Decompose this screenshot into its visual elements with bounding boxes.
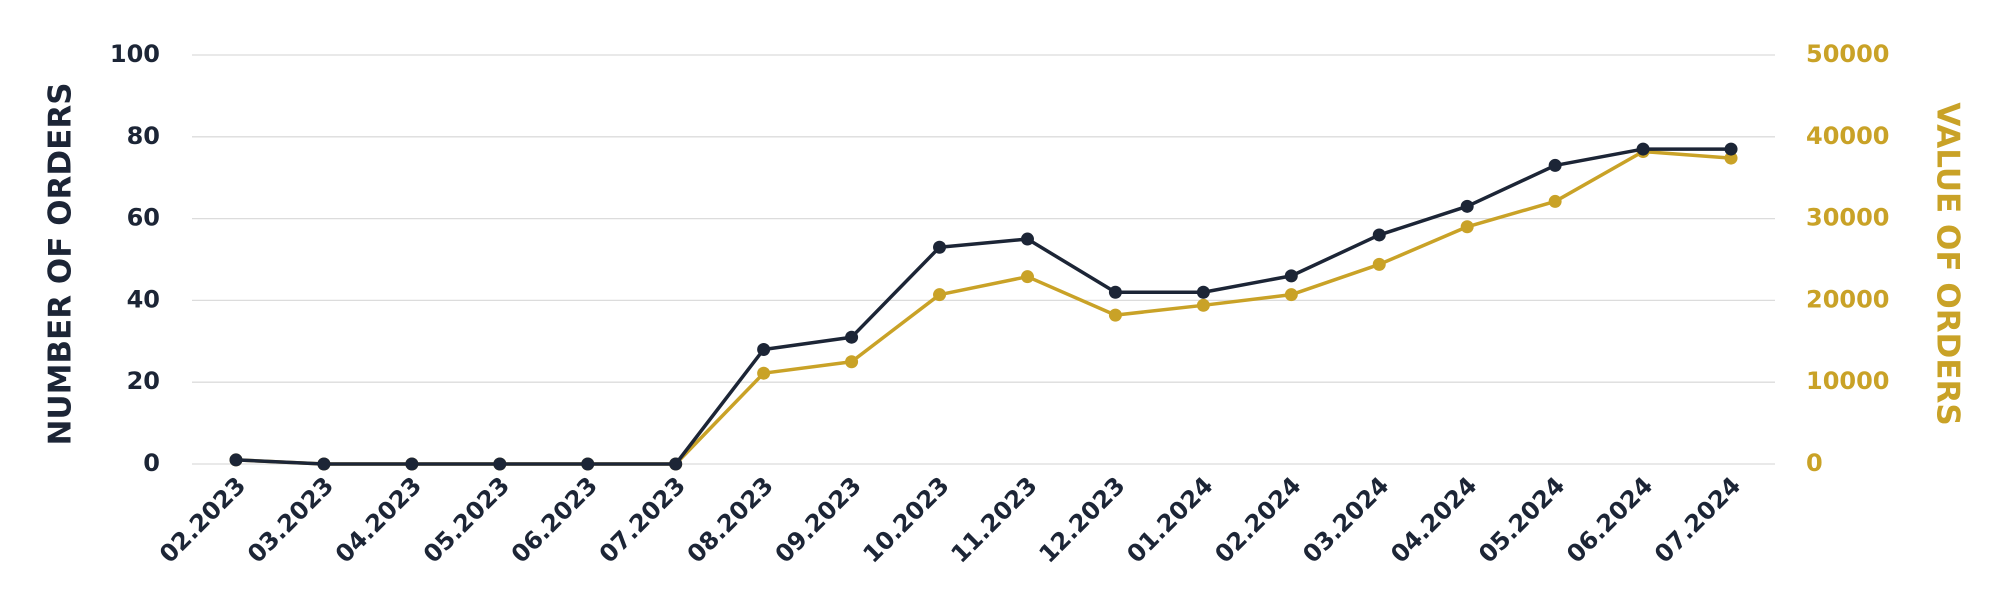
point: [1724, 142, 1738, 156]
x-tick-label: 03.2023: [242, 471, 339, 568]
x-tick-label: 05.2024: [1473, 471, 1570, 568]
y2-tick-label: 40000: [1806, 122, 1890, 150]
y2-tick-label: 0: [1806, 449, 1823, 477]
point: [1548, 194, 1562, 208]
point: [493, 457, 507, 471]
x-tick-label: 09.2023: [770, 471, 867, 568]
y-axis-title: NUMBER OF ORDERS: [43, 82, 79, 445]
point: [1020, 232, 1034, 246]
x-tick-label: 12.2023: [1034, 471, 1131, 568]
x-tick-label: 01.2024: [1121, 471, 1218, 568]
point: [669, 457, 683, 471]
x-tick-label: 06.2024: [1561, 471, 1658, 568]
x-tick-label: 02.2023: [154, 471, 251, 568]
x-tick-label: 07.2024: [1649, 471, 1746, 568]
y-tick-label: 20: [127, 367, 160, 395]
point: [1108, 285, 1122, 299]
point: [581, 457, 595, 471]
point: [1724, 151, 1738, 165]
point: [1460, 220, 1474, 234]
point: [1460, 199, 1474, 213]
y-tick-label: 60: [127, 204, 160, 232]
point: [1196, 298, 1210, 312]
point: [845, 330, 859, 344]
point: [1284, 269, 1298, 283]
y2-tick-label: 50000: [1806, 40, 1890, 68]
series-line: [235, 147, 1732, 466]
point: [1196, 285, 1210, 299]
x-tick-label: 02.2024: [1209, 471, 1306, 568]
point: [1284, 288, 1298, 302]
y-tick-label: 40: [127, 285, 160, 313]
y2-axis-title: VALUE OF ORDERS: [1930, 102, 1966, 425]
y-tick-label: 0: [143, 449, 160, 477]
x-tick-label: 04.2023: [330, 471, 427, 568]
y2-tick-label: 20000: [1806, 285, 1890, 313]
point: [405, 457, 419, 471]
point: [1372, 257, 1386, 271]
point: [1636, 142, 1650, 156]
x-tick-label: 06.2023: [506, 471, 603, 568]
point: [317, 457, 331, 471]
series-line: [235, 149, 1732, 466]
point: [933, 288, 947, 302]
x-tick-label: 10.2023: [858, 471, 955, 568]
point: [1548, 158, 1562, 172]
x-tick-label: 05.2023: [418, 471, 515, 568]
x-tick-label: 08.2023: [682, 471, 779, 568]
y2-tick-label: 30000: [1806, 204, 1890, 232]
point: [757, 342, 771, 356]
point: [229, 453, 243, 467]
y2-tick-label: 10000: [1806, 367, 1890, 395]
x-tick-label: 11.2023: [946, 471, 1043, 568]
x-tick-label: 04.2024: [1385, 471, 1482, 568]
x-tick-label: 03.2024: [1297, 471, 1394, 568]
point: [845, 355, 859, 369]
point: [757, 366, 771, 380]
x-tick-label: 07.2023: [594, 471, 691, 568]
y-tick-label: 100: [110, 40, 160, 68]
point: [933, 240, 947, 254]
point: [1020, 270, 1034, 284]
point: [1108, 308, 1122, 322]
point: [1372, 228, 1386, 242]
y-tick-label: 80: [127, 122, 160, 150]
